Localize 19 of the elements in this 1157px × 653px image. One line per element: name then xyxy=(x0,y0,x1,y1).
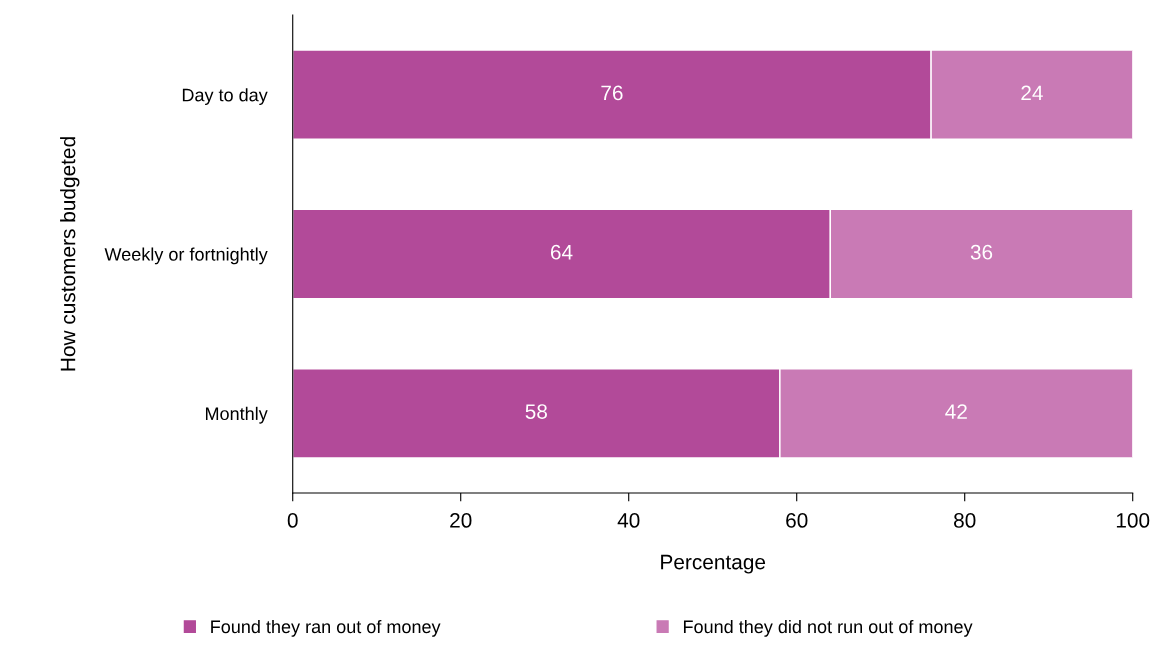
data-label: 36 xyxy=(970,244,993,260)
y-tick-label: Day to day xyxy=(182,88,268,105)
x-tick-label: 60 xyxy=(786,513,808,528)
x-axis-title: Percentage xyxy=(661,554,766,574)
data-label: 42 xyxy=(945,404,967,419)
data-label: 24 xyxy=(1021,85,1043,101)
x-tick-label: 80 xyxy=(954,513,976,528)
y-tick-label: Monthly xyxy=(205,406,268,424)
data-label: 76 xyxy=(601,85,623,101)
x-tick-label: 0 xyxy=(287,513,298,528)
y-tick-label: Weekly or fortnightly xyxy=(104,247,268,265)
x-tick-label: 40 xyxy=(617,513,640,528)
x-tick-label: 20 xyxy=(450,513,472,528)
data-label: 58 xyxy=(525,404,547,419)
legend-label: Found they did not run out of money xyxy=(683,619,973,637)
data-label: 64 xyxy=(550,244,573,260)
legend-label: Found they ran out of money xyxy=(211,619,441,637)
x-tick-label: 100 xyxy=(1116,513,1150,528)
y-axis-title: How customers budgeted xyxy=(60,137,80,371)
